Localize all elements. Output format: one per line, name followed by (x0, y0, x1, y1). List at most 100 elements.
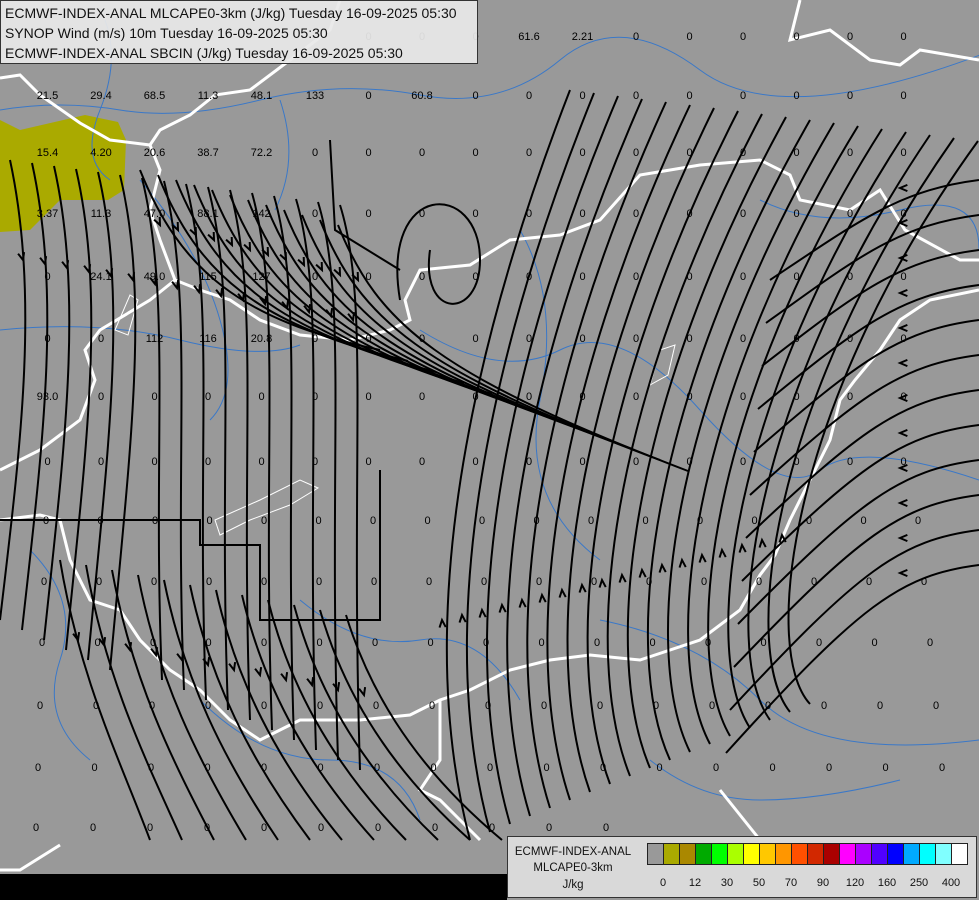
wind-arrowhead (153, 216, 162, 228)
station-value: 0 (149, 637, 157, 649)
streamline (733, 494, 979, 668)
streamline (727, 131, 907, 729)
station-value: 0 (755, 576, 763, 588)
legend-swatch (936, 844, 952, 864)
station-value: 0 (371, 637, 379, 649)
station-value: 20.6 (143, 147, 166, 159)
wind-arrowhead (333, 266, 342, 278)
station-value: 0 (431, 822, 439, 834)
station-value: 0 (764, 700, 772, 712)
station-value: 0 (34, 762, 42, 774)
station-value: 0 (260, 576, 268, 588)
legend-swatch (904, 844, 920, 864)
station-value: 0 (810, 576, 818, 588)
station-value: 0 (793, 456, 800, 468)
station-value: 0 (44, 333, 51, 345)
station-value: 0 (579, 456, 586, 468)
station-value: 0 (203, 822, 211, 834)
station-value: 0 (372, 700, 380, 712)
station-value: 0 (317, 822, 325, 834)
wind-arrowhead (897, 183, 908, 193)
map-edge (0, 874, 507, 900)
station-value: 0 (686, 31, 693, 43)
station-value: 0 (317, 762, 324, 774)
wind-arrowhead (225, 236, 234, 248)
station-value: 0 (525, 456, 533, 468)
streamline (283, 209, 605, 439)
streamline (301, 214, 633, 450)
streamline (317, 201, 339, 761)
streamline (769, 179, 979, 281)
station-value: 0 (579, 391, 586, 403)
streamline (109, 174, 137, 671)
station-value: 0 (708, 700, 716, 712)
station-value: 0 (44, 456, 51, 468)
station-value: 0 (793, 147, 800, 159)
station-value: 0 (712, 762, 720, 774)
wind-arrowhead (478, 607, 487, 618)
station-value: 0 (739, 147, 747, 159)
legend-tick-label: 400 (941, 877, 961, 889)
station-value: 0 (425, 576, 433, 588)
station-value: 0 (418, 147, 426, 159)
streamline (741, 424, 979, 582)
legend-unit: J/kg (562, 879, 584, 891)
lakes (114, 294, 676, 536)
legend-swatch (920, 844, 936, 864)
station-value: 0 (365, 90, 372, 102)
streamline (207, 186, 229, 711)
station-value: 21.5 (36, 90, 59, 102)
wind-streamlines (0, 89, 979, 841)
wind-arrowhead (698, 552, 707, 563)
station-value: 0 (311, 333, 319, 345)
streamline (729, 529, 979, 711)
streamline (265, 204, 577, 428)
wind-arrowhead (358, 686, 367, 698)
station-value: 72.2 (250, 147, 273, 159)
wind-arrowhead (127, 271, 136, 283)
station-value: 0 (900, 271, 907, 283)
wind-arrowhead (98, 636, 107, 648)
station-value: 0 (793, 271, 800, 283)
wind-arrowhead (254, 666, 263, 678)
station-value: 0 (42, 515, 50, 527)
wind-arrowhead (149, 275, 158, 287)
station-value: 0 (204, 762, 211, 774)
station-value: 0 (599, 762, 607, 774)
streamline (0, 470, 381, 621)
station-value: 3.37 (36, 208, 59, 220)
wind-arrowhead (618, 572, 627, 583)
station-value: 0 (258, 391, 265, 403)
station-value: 0 (151, 391, 158, 403)
station-value: 29.4 (90, 90, 112, 102)
station-value: 0 (686, 90, 693, 102)
station-value: 0 (525, 333, 533, 345)
station-value: 0 (315, 515, 322, 527)
station-value: 38.7 (197, 147, 219, 159)
wind-arrowhead (897, 218, 908, 228)
wind-arrowhead (897, 498, 908, 508)
station-value: 0 (739, 456, 747, 468)
station-value: 0 (900, 31, 907, 43)
station-value: 0 (204, 391, 212, 403)
station-value: 0 (656, 762, 663, 774)
station-value: 0 (739, 208, 747, 220)
wind-arrowhead (171, 279, 180, 291)
station-value: 0 (365, 456, 372, 468)
station-value: 47.0 (143, 208, 166, 220)
streamline (141, 177, 163, 681)
station-value: 0 (146, 822, 154, 834)
station-value: 0 (418, 208, 426, 220)
wind-arrowhead (897, 393, 908, 403)
station-value: 0 (205, 637, 212, 649)
wind-arrowhead (243, 241, 252, 253)
streamline (737, 459, 979, 625)
station-value: 0 (751, 515, 758, 527)
wind-arrowhead (279, 251, 288, 263)
station-value: 0 (97, 391, 105, 403)
station-value: 0 (871, 637, 878, 649)
legend-tick-label: 50 (752, 877, 766, 889)
title-line-cin: ECMWF-INDEX-ANAL SBCIN (J/kg) Tuesday 16… (5, 45, 403, 61)
station-value: 0 (579, 147, 586, 159)
wind-arrowhead (315, 261, 324, 273)
